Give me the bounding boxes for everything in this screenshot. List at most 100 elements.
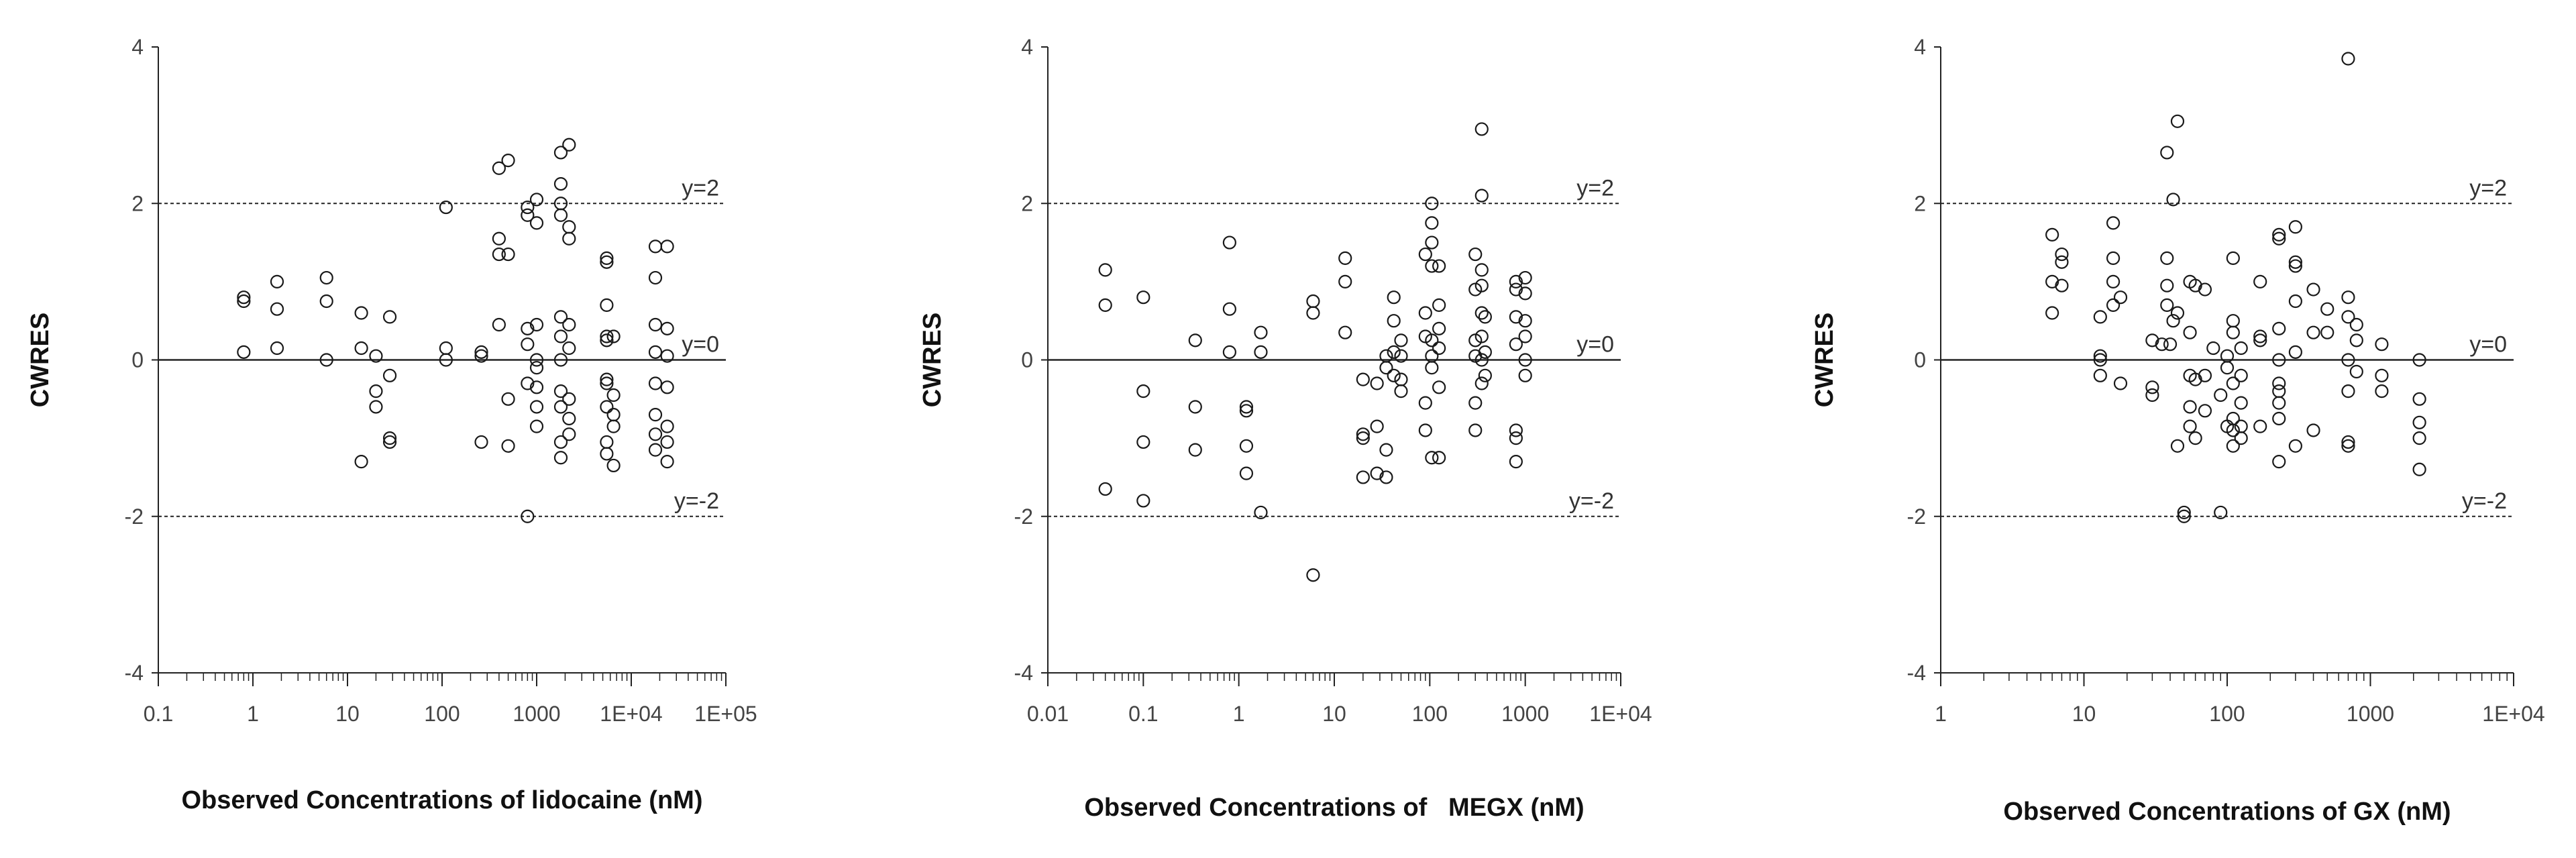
data-point: [2320, 302, 2334, 316]
data-point: [2412, 462, 2426, 476]
y-tick-label: -2: [1907, 504, 1926, 529]
x-tick-label: 100: [2209, 702, 2245, 726]
data-point: [1387, 368, 1401, 382]
data-point: [2234, 396, 2248, 410]
data-point: [1239, 400, 1254, 414]
data-point: [606, 458, 621, 473]
data-point: [553, 435, 568, 449]
data-point: [660, 239, 674, 254]
data-point: [2226, 423, 2240, 437]
data-point: [2272, 396, 2286, 410]
data-point: [2045, 306, 2059, 320]
reference-line-label: y=0: [2469, 332, 2507, 358]
cwres-plot-gx: 4 2 0 -2 -4 1 10 100 1000 1E+04 y=2 y=0 y=-2 CWRES Obs…: [1784, 0, 2576, 858]
data-point: [2412, 392, 2426, 406]
data-point: [1394, 372, 1408, 386]
data-point: [1425, 333, 1439, 347]
data-point: [2253, 329, 2267, 343]
data-point: [2341, 435, 2355, 449]
data-point: [553, 384, 568, 398]
data-point: [382, 431, 397, 445]
data-point: [2220, 361, 2235, 375]
data-point: [2341, 384, 2355, 398]
data-point: [1509, 423, 1523, 437]
x-tick-label: 1: [1233, 702, 1245, 726]
data-point: [600, 372, 614, 386]
data-point: [606, 419, 621, 433]
data-point: [2183, 325, 2197, 339]
data-point: [529, 361, 544, 375]
x-tick-label: 0.01: [1027, 702, 1069, 726]
reference-line-label: y=-2: [1569, 488, 1614, 514]
data-point: [2412, 353, 2426, 367]
data-point: [2170, 439, 2185, 453]
data-point: [2166, 193, 2180, 207]
data-point: [492, 161, 506, 175]
data-point: [354, 306, 368, 320]
data-point: [648, 270, 663, 285]
data-point: [382, 368, 397, 382]
data-point: [648, 317, 663, 332]
data-point: [1478, 310, 1492, 324]
data-point: [529, 380, 544, 394]
x-tick-label: 1000: [2347, 702, 2394, 726]
data-point: [1306, 294, 1320, 309]
data-point: [2183, 419, 2197, 433]
x-tick-label: 1: [247, 702, 259, 726]
data-point: [237, 290, 251, 305]
data-point: [660, 349, 674, 363]
y-tick-label: 0: [1914, 348, 1926, 372]
data-point: [1136, 494, 1150, 508]
data-point: [553, 329, 568, 343]
data-point: [2341, 310, 2355, 324]
x-tick-label: 100: [1412, 702, 1448, 726]
data-point: [1478, 345, 1492, 359]
data-point: [1239, 439, 1254, 453]
data-point: [2272, 384, 2286, 398]
data-point: [270, 341, 284, 356]
data-point: [1356, 431, 1370, 445]
data-point: [553, 208, 568, 222]
data-point: [2198, 368, 2212, 382]
data-point: [2272, 231, 2286, 246]
data-point: [1518, 368, 1532, 382]
data-point: [2253, 274, 2267, 288]
y-tick-label: 4: [1021, 35, 1033, 59]
data-point: [2341, 290, 2355, 305]
data-point: [1478, 368, 1492, 382]
data-point: [2188, 431, 2202, 445]
reference-line-label: y=2: [2469, 175, 2507, 201]
data-point: [1474, 278, 1489, 292]
data-point: [1425, 216, 1439, 230]
plot-svg-lidocaine: 4 2 0 -2 -40.1 1 10 100 1000 1E+04 1E+05 y=2 y=0 y=-2…: [26, 35, 757, 814]
data-point: [553, 176, 568, 191]
data-point: [2170, 306, 2185, 320]
x-tick-label: 100: [424, 702, 460, 726]
data-point: [319, 270, 333, 285]
data-point: [562, 231, 576, 246]
data-point: [1418, 423, 1432, 437]
data-point: [1432, 259, 1446, 273]
data-point: [2234, 341, 2248, 356]
data-point: [439, 200, 453, 215]
data-point: [2170, 114, 2185, 128]
data-point: [2113, 290, 2128, 305]
data-point: [1306, 568, 1320, 582]
data-point: [562, 341, 576, 356]
data-point: [2306, 423, 2320, 437]
data-point: [660, 435, 674, 449]
data-point: [2055, 255, 2069, 269]
data-point: [1518, 353, 1532, 367]
data-point: [1338, 251, 1352, 265]
data-point: [354, 341, 368, 356]
data-point: [2349, 317, 2363, 332]
data-point: [2177, 509, 2191, 523]
data-point: [553, 451, 568, 465]
data-point: [1425, 235, 1439, 250]
data-point: [1474, 329, 1489, 343]
data-point: [2320, 325, 2334, 339]
data-point: [1136, 384, 1150, 398]
x-tick-label: 0.1: [144, 702, 173, 726]
data-point: [501, 439, 515, 453]
data-point: [1387, 290, 1401, 305]
